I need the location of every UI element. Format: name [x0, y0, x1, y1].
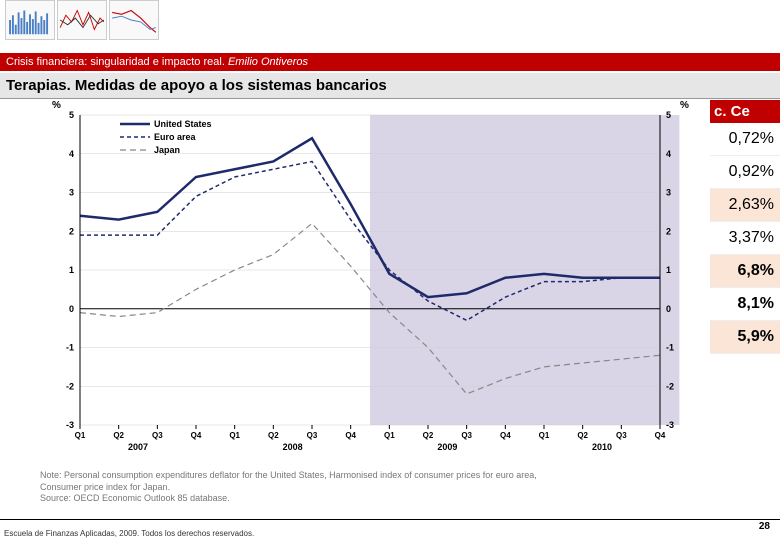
svg-text:1: 1 [666, 265, 671, 275]
svg-text:Q3: Q3 [461, 431, 472, 440]
side-table-cell: 5,9% [710, 321, 780, 354]
svg-text:Q1: Q1 [384, 431, 395, 440]
side-table-cell: 0,92% [710, 156, 780, 189]
svg-text:Q2: Q2 [423, 431, 434, 440]
svg-text:-3: -3 [66, 420, 74, 430]
page-number: 28 [759, 521, 770, 532]
note-line: Consumer price index for Japan. [40, 482, 680, 494]
svg-text:Q2: Q2 [268, 431, 279, 440]
header-thumbnails [5, 0, 159, 40]
svg-text:3: 3 [69, 188, 74, 198]
svg-text:-1: -1 [66, 343, 74, 353]
thumbnail-3 [109, 0, 159, 40]
svg-text:2010: 2010 [592, 442, 612, 452]
y-axis-label-right: % [680, 100, 689, 111]
header-redbar: Crisis financiera: singularidad e impact… [0, 53, 780, 71]
svg-text:Q1: Q1 [75, 431, 86, 440]
svg-text:0: 0 [69, 304, 74, 314]
side-table-cell: 2,63% [710, 189, 780, 222]
svg-text:Q4: Q4 [500, 431, 511, 440]
svg-text:Q4: Q4 [655, 431, 666, 440]
svg-text:5: 5 [666, 110, 671, 120]
inflation-chart: -3 -3 -2 -2 -1 -1 0 0 1 1 2 2 3 3 4 4 5 5 Q1 Q2 Q3 Q4 Q1 Q2 Q3 Q4… [40, 105, 680, 455]
footer-text: Escuela de Finanzas Aplicadas, 2009. Tod… [4, 529, 254, 538]
svg-text:Q3: Q3 [616, 431, 627, 440]
side-table-cell: 3,37% [710, 222, 780, 255]
chart-note: Note: Personal consumption expenditures … [40, 470, 680, 505]
svg-text:1: 1 [69, 265, 74, 275]
svg-text:-2: -2 [66, 381, 74, 391]
svg-text:5: 5 [69, 110, 74, 120]
svg-text:2: 2 [69, 226, 74, 236]
note-line: Note: Personal consumption expenditures … [40, 470, 680, 482]
note-source: Source: OECD Economic Outlook 85 databas… [40, 493, 680, 505]
thumbnail-2 [57, 0, 107, 40]
svg-text:Q3: Q3 [152, 431, 163, 440]
redbar-author: Emilio Ontiveros [228, 56, 308, 68]
svg-text:Q1: Q1 [229, 431, 240, 440]
svg-text:Q2: Q2 [577, 431, 588, 440]
svg-text:-2: -2 [666, 381, 674, 391]
svg-text:4: 4 [69, 149, 74, 159]
svg-text:-1: -1 [666, 343, 674, 353]
side-table-cell: 8,1% [710, 288, 780, 321]
svg-text:2008: 2008 [283, 442, 303, 452]
side-table: c. Ce 0,72%0,92%2,63%3,37%6,8%8,1%5,9% [710, 100, 780, 354]
side-table-cell: 6,8% [710, 255, 780, 288]
svg-text:Q3: Q3 [307, 431, 318, 440]
svg-text:Q1: Q1 [539, 431, 550, 440]
svg-text:Q2: Q2 [113, 431, 124, 440]
svg-text:2: 2 [666, 226, 671, 236]
svg-text:2007: 2007 [128, 442, 148, 452]
redbar-text: Crisis financiera: singularidad e impact… [6, 56, 228, 68]
footer-divider [0, 519, 780, 520]
svg-text:2009: 2009 [437, 442, 457, 452]
svg-text:4: 4 [666, 149, 671, 159]
svg-text:-3: -3 [666, 420, 674, 430]
page-title: Terapias. Medidas de apoyo a los sistema… [0, 73, 780, 99]
svg-text:3: 3 [666, 188, 671, 198]
thumbnail-1 [5, 0, 55, 40]
svg-text:Q4: Q4 [345, 431, 356, 440]
side-table-header: c. Ce [710, 100, 780, 123]
svg-text:0: 0 [666, 304, 671, 314]
side-table-cell: 0,72% [710, 123, 780, 156]
svg-text:Q4: Q4 [191, 431, 202, 440]
